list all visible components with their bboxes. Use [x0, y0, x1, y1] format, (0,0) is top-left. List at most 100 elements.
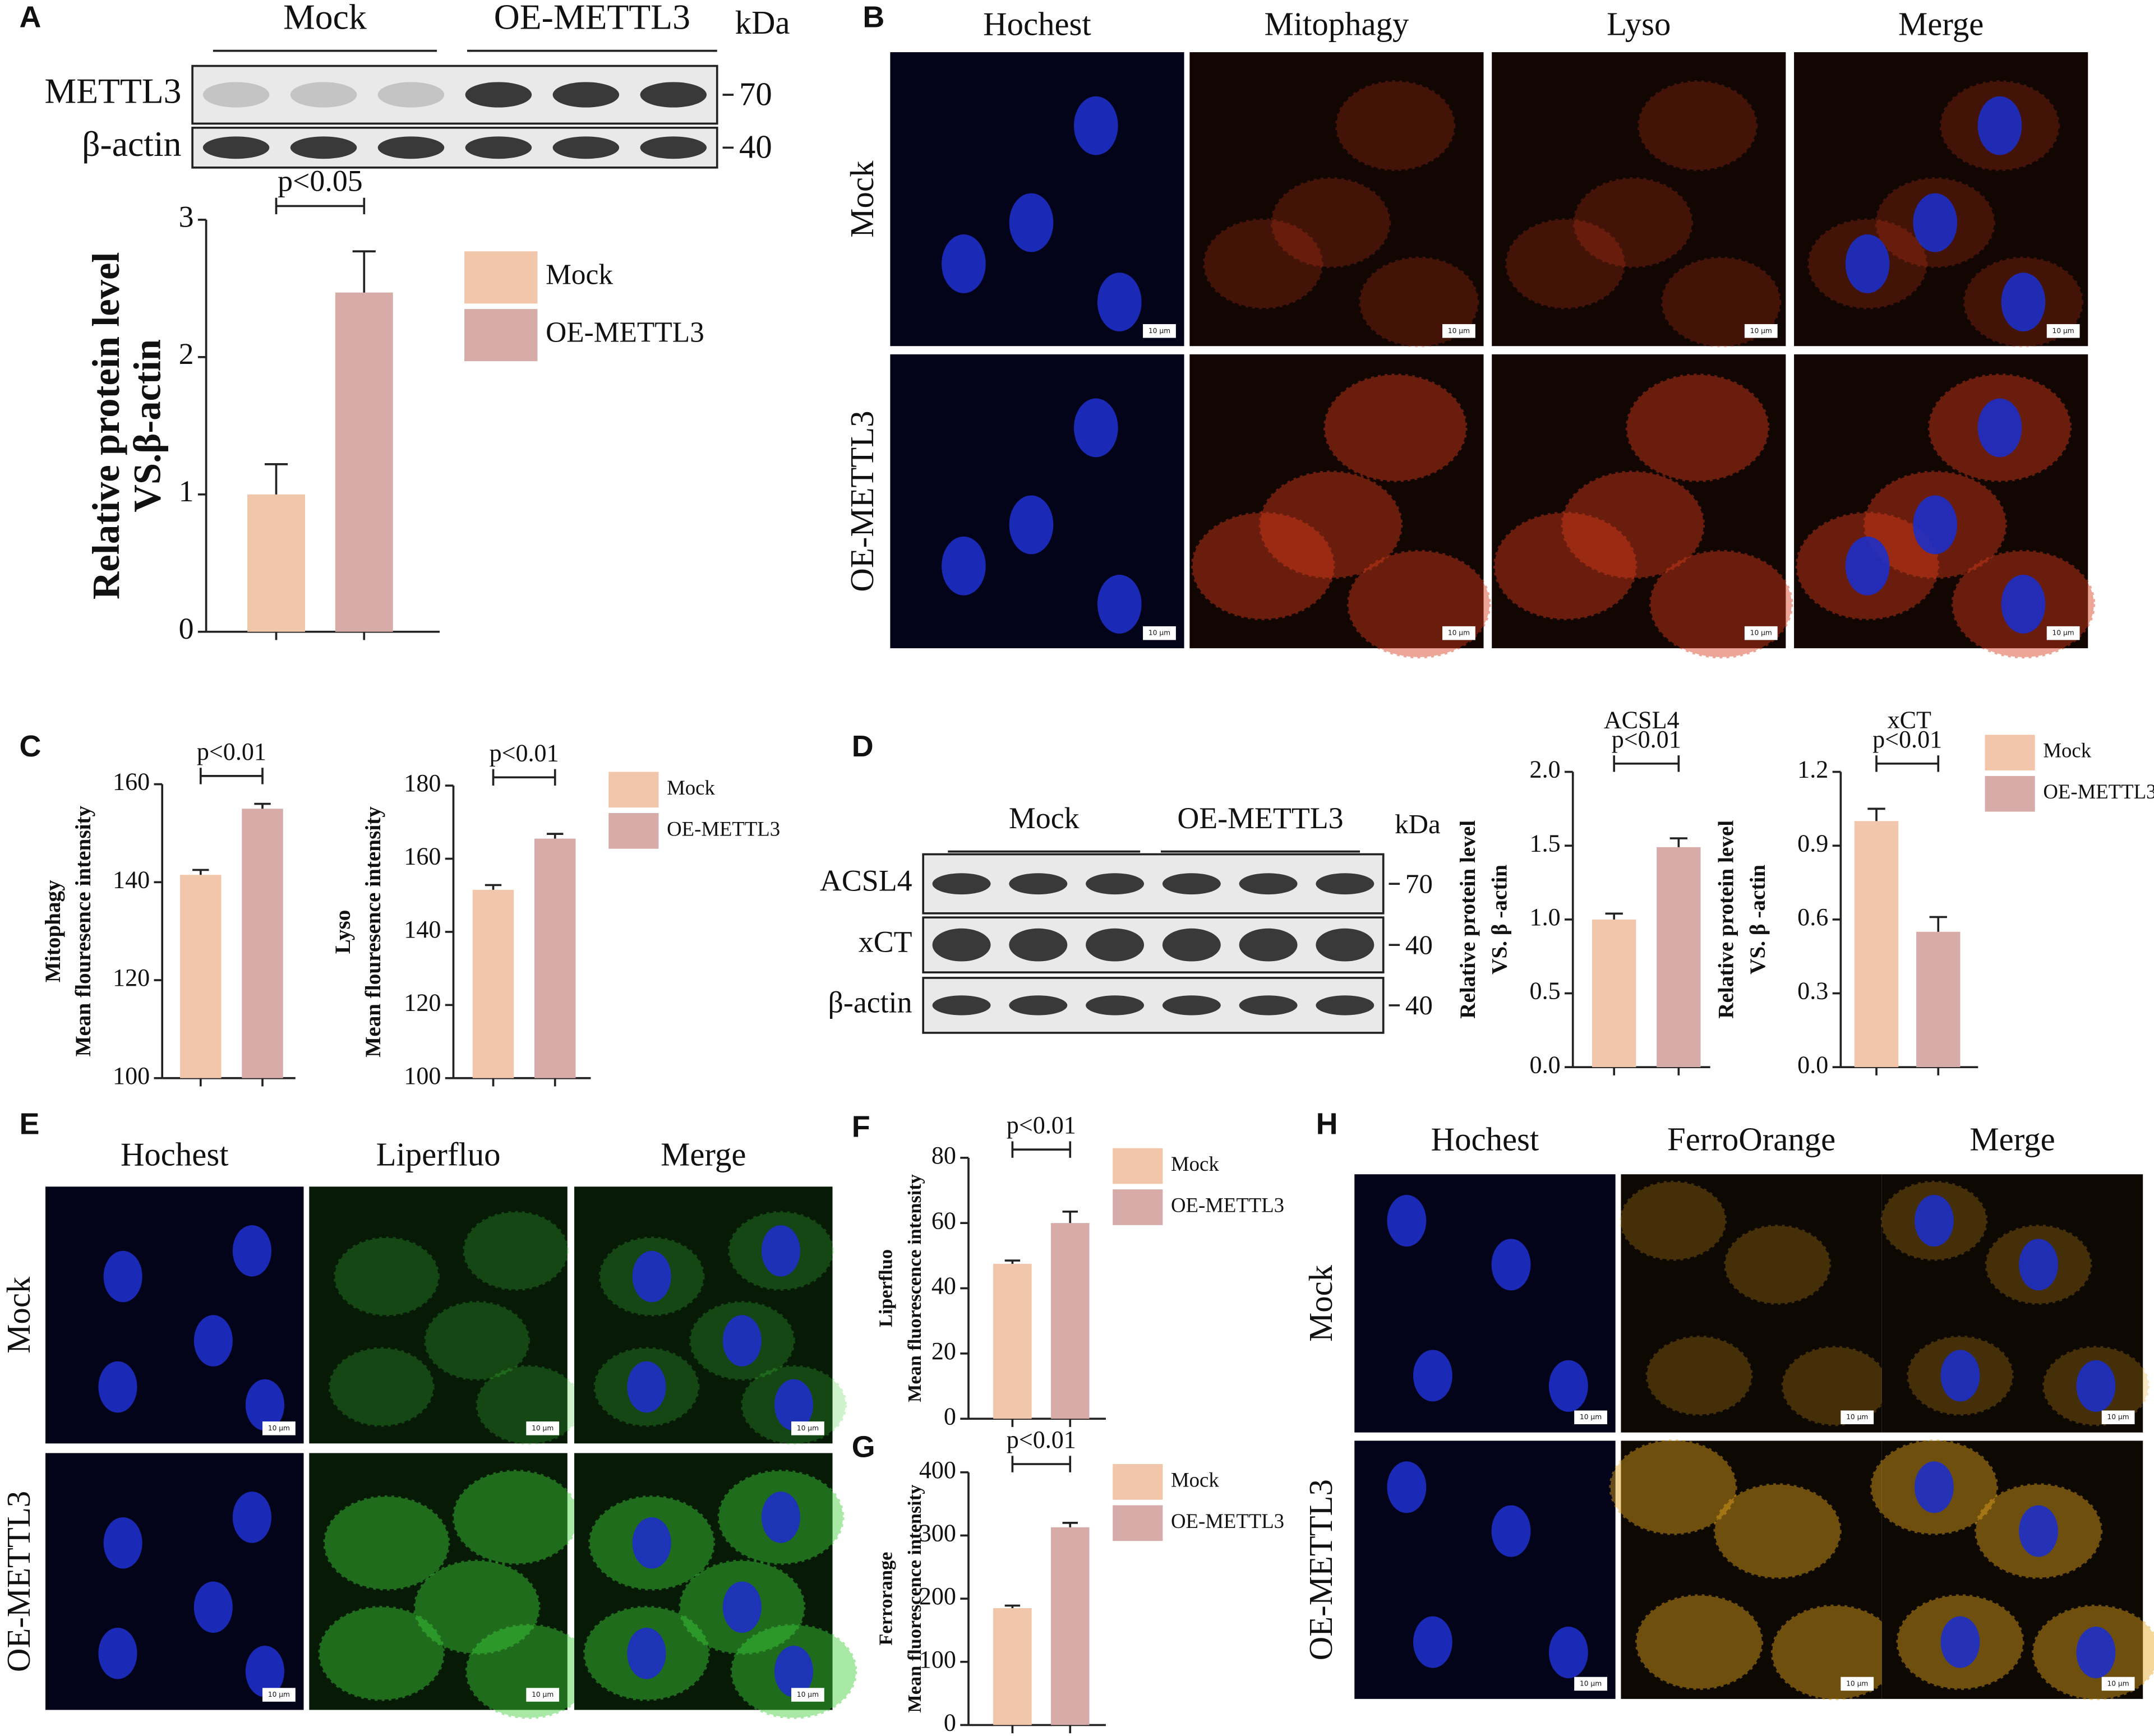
blot-band [465, 136, 532, 159]
blot-band [1239, 928, 1298, 962]
group-label: OE-METTL3 [494, 0, 690, 36]
column-header: Mitophagy [1264, 6, 1409, 42]
blot-band [1009, 928, 1068, 962]
column-header: Merge [661, 1136, 746, 1172]
blot-band [932, 995, 991, 1015]
nucleus [942, 536, 986, 595]
y-tick-label: 0.9 [1797, 829, 1828, 857]
bar [993, 1263, 1032, 1419]
cell-signal [323, 1495, 450, 1591]
cell-signal [452, 1470, 579, 1565]
scale-bar-label: 10 μm [797, 1691, 819, 1698]
legend-swatch [1113, 1464, 1163, 1500]
nucleus [632, 1250, 671, 1303]
blot-band [932, 873, 991, 895]
scale-bar [262, 1421, 296, 1435]
blot-band [1009, 873, 1068, 895]
y-tick-label: 0.3 [1797, 977, 1828, 1005]
significance-label: p<0.01 [1612, 726, 1681, 753]
nucleus [98, 1361, 137, 1413]
nucleus [1491, 1505, 1531, 1557]
blot-band [1316, 928, 1374, 962]
blot-band [640, 82, 707, 108]
scale-bar-label: 10 μm [268, 1424, 290, 1432]
blot-band [932, 928, 991, 962]
nucleus [627, 1361, 666, 1413]
cell-signal [1258, 470, 1403, 579]
micrograph [309, 1186, 568, 1444]
significance-label: p<0.01 [1872, 726, 1942, 753]
blot-band [1086, 995, 1145, 1015]
nucleus [1915, 1461, 1954, 1513]
blot-strip [191, 126, 718, 169]
y-tick-label: 20 [931, 1337, 956, 1365]
scale-bar [791, 1421, 824, 1435]
cell-signal [1270, 177, 1391, 269]
kda-unit: kDa [1395, 809, 1441, 839]
nucleus [627, 1627, 666, 1679]
bar [993, 1608, 1032, 1725]
bar [534, 838, 576, 1078]
legend-swatch [1985, 735, 2035, 771]
bar [1854, 821, 1899, 1068]
nucleus [1009, 193, 1054, 252]
y-tick-label: 100 [404, 1062, 441, 1089]
nucleus [1977, 398, 2022, 458]
cell-signal [1625, 373, 1770, 482]
blot-band [640, 136, 707, 159]
cell-signal [1770, 1604, 1899, 1701]
y-tick-label: 0 [179, 612, 194, 645]
legend-label: OE-METTL3 [546, 316, 704, 348]
blot-band [1086, 928, 1145, 962]
y-tick-label: 1.2 [1797, 756, 1828, 783]
nucleus [98, 1627, 137, 1679]
nucleus [1548, 1360, 1588, 1412]
blot-band [1086, 873, 1145, 895]
y-axis-label: Mean fluorescence intensity [904, 1485, 925, 1713]
legend-label: OE-METTL3 [1171, 1509, 1284, 1532]
column-header: Merge [1969, 1121, 2055, 1157]
cell-signal [1505, 218, 1626, 310]
y-tick-label: 2.0 [1530, 756, 1561, 783]
legend-label: OE-METTL3 [667, 817, 780, 840]
scale-bar-label: 10 μm [1448, 629, 1470, 637]
column-header: Liperfluo [376, 1136, 501, 1172]
scale-bar [2046, 626, 2080, 640]
nucleus [103, 1517, 142, 1569]
y-tick-label: 400 [919, 1456, 956, 1484]
cell-signal [1645, 1335, 1753, 1416]
cell-signal [1649, 550, 1793, 659]
scale-bar [1143, 626, 1176, 640]
y-tick-label: 180 [404, 769, 441, 797]
column-header: Hochest [1431, 1121, 1539, 1157]
blot-band [1316, 995, 1374, 1015]
nucleus [1387, 1461, 1427, 1513]
blot-band [552, 136, 620, 159]
column-header: Merge [1898, 6, 1984, 42]
cell-signal [1661, 256, 1782, 348]
cell-signal [424, 1300, 531, 1381]
significance-label: p<0.01 [490, 739, 559, 767]
scale-bar [791, 1688, 824, 1702]
panel-label: C [19, 730, 41, 763]
blot-band [465, 82, 532, 108]
nucleus [103, 1250, 142, 1303]
micrograph [309, 1453, 568, 1710]
scale-bar-label: 10 μm [1846, 1679, 1868, 1687]
cell-signal [413, 1559, 541, 1655]
nucleus [1097, 575, 1142, 634]
cell-signal [463, 1211, 569, 1291]
nucleus [245, 1379, 284, 1431]
legend-label: Mock [2043, 739, 2091, 762]
nucleus [1009, 495, 1054, 555]
group-label: Mock [1009, 801, 1080, 835]
row-header: Mock [1303, 1264, 1339, 1342]
kda-unit: kDa [735, 4, 790, 41]
scale-bar-label: 10 μm [1846, 1413, 1868, 1421]
scale-bar-label: 10 μm [1149, 327, 1170, 335]
scale-bar-label: 10 μm [2107, 1413, 2129, 1421]
row-header: Mock [1, 1276, 37, 1354]
scale-bar [2101, 1677, 2135, 1691]
group-label: Mock [283, 0, 367, 36]
legend-swatch [1113, 1505, 1163, 1541]
